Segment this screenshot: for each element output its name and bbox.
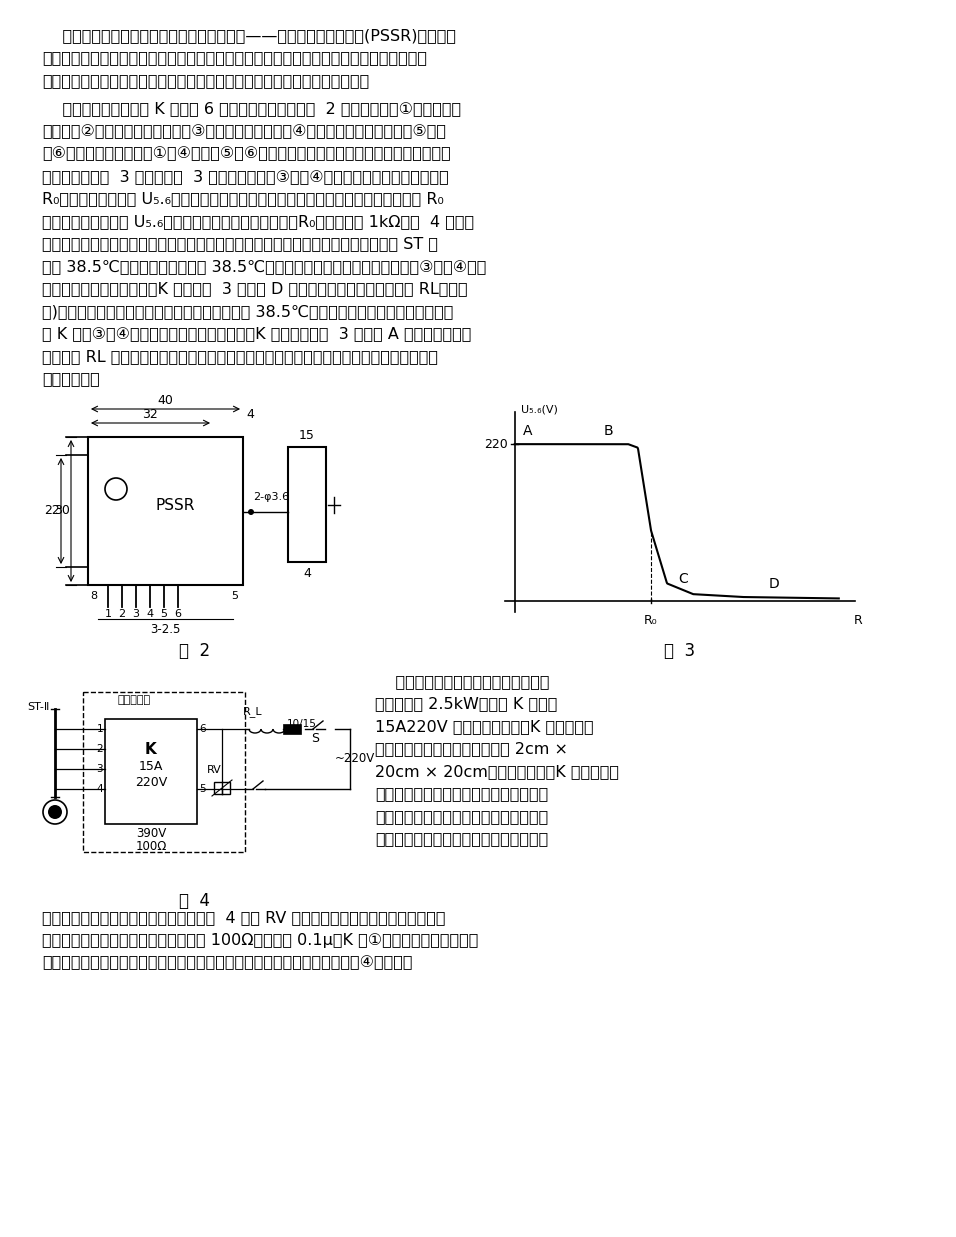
Text: 型控制特性如图  3 所示。从图  3 可以看出，当第③、第④脚外接的无源元件的电阻小于: 型控制特性如图 3 所示。从图 3 可以看出，当第③、第④脚外接的无源元件的电阻…	[42, 169, 448, 184]
Text: 4: 4	[303, 567, 311, 580]
Text: 时很容易受外界感应信号的干扰，因此不使用这一脚时应将此脚与公共端第④脚短接。: 时很容易受外界感应信号的干扰，因此不使用这一脚时应将此脚与公共端第④脚短接。	[42, 955, 412, 970]
Bar	[288, 447, 326, 562]
Text: 于 K 的第③、④脚之间的外接电阻阻值为零，K 此时工作在图  3 曲线的 A 点，输出开关断: 于 K 的第③、④脚之间的外接电阻阻值为零，K 此时工作在图 3 曲线的 A 点…	[42, 327, 471, 341]
Text: 如果是一万只鸡蛋的电孵箱，加热器: 如果是一万只鸡蛋的电孵箱，加热器	[375, 674, 550, 689]
Text: 1: 1	[104, 609, 112, 618]
Text: 图  2: 图 2	[180, 642, 210, 661]
Text: 15: 15	[299, 429, 315, 442]
Text: 在与外加散热器相互压接时，中间需垫上: 在与外加散热器相互压接时，中间需垫上	[375, 809, 548, 824]
Text: 图  4: 图 4	[180, 892, 210, 910]
Text: 热片，有些产品散热片与内部相通，因此: 热片，有些产品散热片与内部相通，因此	[375, 787, 548, 802]
Text: 起电绝缘作用的云母片或聚脂薄片。也可: 起电绝缘作用的云母片或聚脂薄片。也可	[375, 831, 548, 846]
Text: 15A220V 规格的。安装时，K 应配足够大: 15A220V 规格的。安装时，K 应配足够大	[375, 719, 594, 734]
Circle shape	[248, 508, 254, 515]
Text: 控制器使用时的连线图，以孵鸡为例，恒温控制过程如下：通常将电接点水银温度计 ST 预: 控制器使用时的连线图，以孵鸡为例，恒温控制过程如下：通常将电接点水银温度计 ST…	[42, 236, 438, 251]
Text: 温度范围内。: 温度范围内。	[42, 371, 99, 386]
Text: 置在 38.5℃，当孵箱内温度低于 38.5℃时，水银电接点是断开的，相当于第③、第④脚之: 置在 38.5℃，当孵箱内温度低于 38.5℃时，水银电接点是断开的，相当于第③…	[42, 259, 487, 275]
Text: 的散热器，散热器尺寸不得小于 2cm ×: 的散热器，散热器尺寸不得小于 2cm ×	[375, 741, 568, 757]
Text: 2-φ3.6: 2-φ3.6	[253, 492, 289, 502]
Text: 5: 5	[231, 591, 238, 601]
Text: 开，负载 RL 失电停止加热，箱内温度降低。这样周而复始，就会将箱内温度控制在给定的: 开，负载 RL 失电停止加热，箱内温度降低。这样周而复始，就会将箱内温度控制在给…	[42, 349, 438, 364]
Text: 第⑥脚是输出开关端。第①～④脚与第⑤、⑥脚之间相互电隔离。交流参数固态继电器的典: 第⑥脚是输出开关端。第①～④脚与第⑤、⑥脚之间相互电隔离。交流参数固态继电器的典	[42, 146, 450, 162]
Text: 8: 8	[91, 591, 98, 601]
Text: 32: 32	[142, 408, 158, 421]
Text: 时，输出开关端压降 U₅.₆等于零，相当于输出开关接通。R₀的典型值约 1kΩ。图  4 是恒温: 时，输出开关端压降 U₅.₆等于零，相当于输出开关接通。R₀的典型值约 1kΩ。…	[42, 214, 474, 229]
Text: 该恒温控制器由于采用了一个新型电子元件——交流参数固态继电器(PSSR)，使得电: 该恒温控制器由于采用了一个新型电子元件——交流参数固态继电器(PSSR)，使得电	[42, 28, 456, 43]
Text: 丝)接通电源，箱内温度升高；当箱内温度上升到 38.5℃时，水银温度计电接点闭合，相当: 丝)接通电源，箱内温度升高；当箱内温度上升到 38.5℃时，水银温度计电接点闭合…	[42, 304, 453, 319]
Text: 交流参数固态继电器 K 是一种 6 端固体元件，外型如图  2 所示。图中第①脚是有源驱: 交流参数固态继电器 K 是一种 6 端固体元件，外型如图 2 所示。图中第①脚是…	[42, 101, 461, 116]
Bar	[88, 437, 243, 585]
Text: 30: 30	[54, 505, 70, 517]
Text: 动端，第②脚是负功率驱动端，第③脚是无源驱动端，第④脚是控制端的公共端，第⑤脚、: 动端，第②脚是负功率驱动端，第③脚是无源驱动端，第④脚是控制端的公共端，第⑤脚、	[42, 124, 446, 139]
Text: 间的外接电阻阻值无穷大，K 工作在图  3 曲线上 D 点以远，输出开关接通，负载 RL（电炉: 间的外接电阻阻值无穷大，K 工作在图 3 曲线上 D 点以远，输出开关接通，负载…	[42, 282, 467, 297]
Text: 度计的接点不容易老化、安装更换简单。这种恒温控制器适宜用在孵化箱中。: 度计的接点不容易老化、安装更换简单。这种恒温控制器适宜用在孵化箱中。	[42, 73, 369, 88]
Text: 以视情况采用金属结构件作为散热器。图  4 中的 RV 为一个压敏电阻，如果没有此元件，: 以视情况采用金属结构件作为散热器。图 4 中的 RV 为一个压敏电阻，如果没有此…	[42, 910, 445, 925]
Text: 的功率需约 2.5kW，因此 K 要选择: 的功率需约 2.5kW，因此 K 要选择	[375, 696, 557, 711]
Text: 4: 4	[246, 408, 254, 421]
Text: 2: 2	[119, 609, 125, 618]
Text: PSSR: PSSR	[156, 499, 195, 513]
Text: 4: 4	[146, 609, 154, 618]
Text: 5: 5	[161, 609, 167, 618]
Text: 3: 3	[133, 609, 140, 618]
Text: 图  3: 图 3	[664, 642, 696, 661]
Text: 20cm × 20cm，材料为铝板。K 的底部是散: 20cm × 20cm，材料为铝板。K 的底部是散	[375, 764, 619, 779]
Text: 路大为简化，但电路性能不错。该控制器动作灵敏、切换速度高，与之配套的电接点水银温: 路大为简化，但电路性能不错。该控制器动作灵敏、切换速度高，与之配套的电接点水银温	[42, 51, 427, 66]
Text: 3-2.5: 3-2.5	[150, 623, 181, 636]
Text: R₀时，输出端的电压 U₅.₆等于电源电压，相当于输出开关断开；当外接电阻阻值大于 R₀: R₀时，输出端的电压 U₅.₆等于电源电压，相当于输出开关断开；当外接电阻阻值大…	[42, 192, 444, 207]
Text: 22: 22	[44, 505, 60, 517]
Text: 6: 6	[175, 609, 182, 618]
Text: 40: 40	[158, 395, 173, 407]
Text: 也可用阻容吸收回路代替，通常电阻取 100Ω，电容取 0.1μ。K 第①脚的灵敏度很高，悬空: 也可用阻容吸收回路代替，通常电阻取 100Ω，电容取 0.1μ。K 第①脚的灵敏…	[42, 933, 478, 948]
